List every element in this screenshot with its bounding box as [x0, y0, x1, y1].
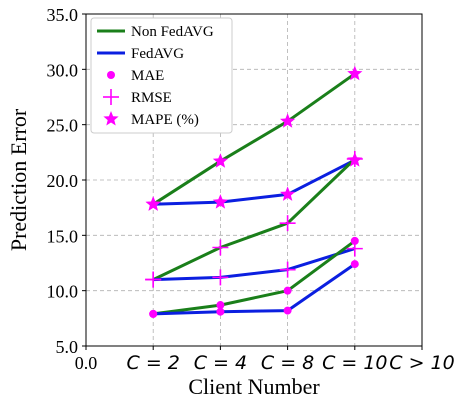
series-line: [152, 72, 356, 206]
data-point: [346, 150, 363, 167]
legend-label: RMSE: [131, 90, 172, 106]
x-tick-label: 0.0: [75, 353, 98, 373]
data-point: [216, 307, 225, 316]
data-point: [347, 65, 363, 81]
x-axis-ticks: 0.0 C = 2 C = 4 C = 8 C = 10 C > 10: [75, 346, 455, 374]
series-line: [152, 157, 356, 281]
legend-box: [90, 17, 233, 134]
x-tick-label: C > 10: [389, 352, 454, 374]
series-line: [153, 239, 356, 316]
data-point: [212, 194, 228, 209]
x-tick-label: C = 4: [194, 352, 247, 374]
x-tick-label: C = 2: [127, 352, 180, 374]
x-tick-label: C = 8: [261, 352, 314, 374]
y-axis-ticks: 5.0 10.0 15.0 20.0 25.0 30.0 35.0: [47, 5, 86, 357]
legend-items: Non FedAVG FedAVG MAE RMSE MAPE (%): [97, 24, 214, 128]
legend: Non FedAVG FedAVG MAE RMSE MAPE (%): [90, 17, 233, 134]
y-tick-label: 15.0: [47, 226, 79, 246]
legend-swatch: [103, 89, 119, 105]
x-tick-label: C = 10: [322, 352, 387, 374]
legend-swatch: [103, 111, 119, 126]
series-markers: [145, 65, 363, 318]
data-point: [350, 260, 359, 269]
series-lines: [152, 72, 356, 316]
series-line: [153, 262, 356, 316]
legend-swatch: [107, 71, 115, 79]
y-tick-label: 30.0: [47, 60, 79, 80]
series-line: [153, 158, 356, 206]
y-tick-label: 35.0: [47, 5, 79, 25]
legend-label: MAPE (%): [131, 112, 199, 128]
legend-label: FedAVG: [131, 46, 184, 62]
data-point: [280, 186, 296, 201]
y-tick-label: 25.0: [47, 116, 79, 136]
legend-label: MAE: [131, 68, 164, 84]
y-tick-label: 20.0: [47, 171, 79, 191]
data-point: [283, 306, 292, 315]
data-point: [212, 269, 229, 286]
data-point: [350, 236, 359, 245]
series-line: [153, 247, 356, 282]
data-point: [149, 309, 158, 318]
data-point: [145, 271, 162, 288]
data-point: [283, 286, 292, 295]
data-point: [212, 153, 228, 168]
legend-label: Non FedAVG: [131, 24, 214, 40]
data-point: [280, 113, 296, 128]
data-point: [279, 261, 296, 278]
y-tick-label: 5.0: [56, 337, 79, 357]
data-point: [216, 301, 225, 310]
data-point: [145, 196, 161, 211]
data-point: [212, 239, 229, 256]
y-axis-label: Prediction Error: [6, 108, 31, 251]
data-point: [279, 215, 296, 232]
y-tick-label: 10.0: [47, 282, 79, 302]
x-axis-label: Client Number: [188, 374, 320, 399]
